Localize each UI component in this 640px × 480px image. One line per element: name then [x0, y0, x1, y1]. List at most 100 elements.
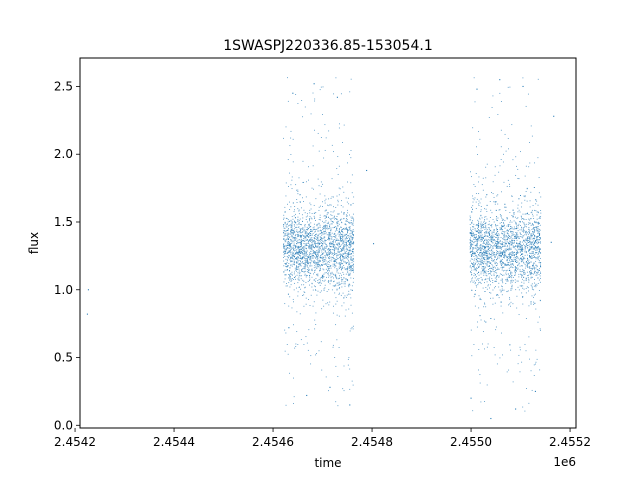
data-point — [318, 240, 320, 241]
data-point — [344, 268, 346, 270]
data-point — [489, 265, 491, 267]
data-point — [518, 237, 520, 239]
data-point — [472, 127, 474, 129]
data-point — [338, 187, 340, 189]
data-point — [294, 220, 295, 222]
data-point — [485, 222, 487, 224]
data-point — [529, 249, 530, 251]
data-point — [290, 246, 292, 248]
data-point — [486, 253, 488, 255]
data-point — [499, 242, 501, 244]
data-point — [305, 234, 307, 236]
data-point — [311, 282, 313, 284]
data-point — [485, 272, 487, 274]
data-point — [342, 258, 344, 260]
data-point — [314, 241, 316, 243]
data-point — [304, 230, 306, 232]
data-point — [289, 277, 291, 279]
data-point — [284, 247, 286, 249]
data-point — [301, 239, 303, 241]
data-point — [326, 276, 327, 278]
data-point — [491, 258, 493, 260]
data-point — [303, 251, 305, 253]
data-point — [301, 245, 303, 247]
data-point — [332, 346, 334, 348]
data-point — [324, 227, 326, 229]
data-point — [479, 263, 481, 265]
data-point — [524, 241, 526, 243]
data-point — [492, 269, 494, 271]
data-point — [500, 252, 502, 254]
data-point — [340, 226, 342, 228]
data-point — [512, 215, 514, 217]
data-point — [317, 273, 319, 275]
data-point — [298, 249, 300, 251]
data-point — [490, 240, 492, 242]
data-point — [521, 218, 523, 220]
data-point — [332, 246, 334, 248]
data-point — [293, 301, 294, 303]
data-point — [485, 270, 487, 272]
data-point — [512, 254, 514, 256]
data-point — [526, 271, 528, 273]
data-point — [291, 188, 293, 190]
data-point — [306, 239, 308, 241]
data-point — [516, 249, 518, 251]
data-point — [325, 272, 327, 274]
data-point — [305, 232, 307, 234]
data-point — [475, 263, 476, 264]
data-point — [474, 101, 476, 103]
data-point — [519, 245, 521, 247]
data-point — [292, 238, 294, 240]
data-point — [306, 250, 308, 252]
data-point — [510, 225, 512, 227]
data-point — [321, 236, 323, 238]
data-point — [504, 224, 505, 226]
data-point — [335, 401, 337, 403]
data-point — [523, 230, 525, 232]
data-point — [487, 343, 489, 345]
data-point — [473, 261, 475, 263]
data-point — [311, 187, 313, 189]
data-point — [535, 264, 537, 266]
data-point — [471, 263, 473, 264]
data-point — [290, 260, 292, 262]
data-point — [511, 196, 513, 197]
data-point — [484, 256, 486, 258]
data-point — [470, 230, 472, 231]
data-point — [486, 384, 488, 386]
data-point — [324, 279, 326, 281]
data-point — [331, 236, 333, 238]
data-point — [534, 256, 536, 258]
data-point — [334, 232, 336, 234]
data-point — [528, 232, 531, 234]
data-point — [519, 265, 521, 267]
data-point — [488, 231, 490, 233]
data-point — [302, 197, 303, 199]
data-point — [477, 238, 478, 240]
data-point — [539, 328, 541, 330]
data-point — [505, 283, 507, 284]
data-point — [473, 247, 475, 249]
data-point — [311, 218, 313, 220]
data-point — [519, 257, 521, 259]
data-point — [471, 233, 472, 235]
data-point — [478, 193, 480, 195]
data-point — [477, 231, 479, 233]
data-point — [481, 279, 483, 281]
data-point — [472, 266, 473, 267]
data-point — [336, 278, 338, 280]
data-point — [337, 173, 339, 175]
data-point — [486, 261, 488, 263]
data-point — [500, 228, 502, 230]
data-point — [334, 357, 336, 358]
data-point — [492, 231, 494, 233]
data-point — [523, 280, 525, 282]
data-point — [330, 230, 332, 232]
data-point — [319, 270, 320, 272]
data-point — [310, 245, 312, 246]
data-point — [303, 254, 305, 256]
data-point — [520, 250, 522, 252]
data-point — [307, 260, 308, 261]
data-point — [326, 224, 328, 226]
